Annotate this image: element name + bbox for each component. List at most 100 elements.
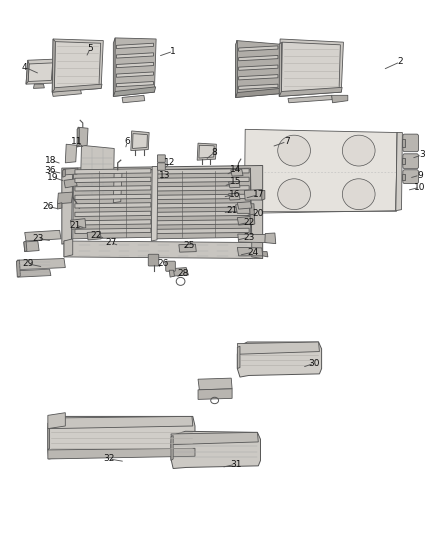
Polygon shape <box>239 84 278 90</box>
Polygon shape <box>117 43 153 49</box>
Polygon shape <box>80 146 114 198</box>
Polygon shape <box>57 203 62 209</box>
Text: 19: 19 <box>47 173 59 182</box>
Polygon shape <box>151 166 158 241</box>
Polygon shape <box>52 39 103 92</box>
Polygon shape <box>75 185 151 191</box>
Text: 23: 23 <box>243 233 254 242</box>
Ellipse shape <box>278 135 311 166</box>
Polygon shape <box>117 72 153 77</box>
Polygon shape <box>250 204 255 225</box>
Polygon shape <box>73 169 153 239</box>
Polygon shape <box>33 84 44 88</box>
Polygon shape <box>279 39 343 96</box>
Polygon shape <box>239 75 278 80</box>
Polygon shape <box>54 42 101 90</box>
Polygon shape <box>52 84 102 92</box>
Polygon shape <box>48 416 195 459</box>
Text: 24: 24 <box>247 248 259 257</box>
Polygon shape <box>252 241 263 259</box>
Polygon shape <box>63 169 65 177</box>
Polygon shape <box>155 220 249 225</box>
Polygon shape <box>238 234 267 243</box>
Polygon shape <box>113 169 122 203</box>
FancyBboxPatch shape <box>148 254 159 266</box>
FancyBboxPatch shape <box>157 155 165 163</box>
Polygon shape <box>75 194 151 199</box>
Polygon shape <box>75 177 151 182</box>
Ellipse shape <box>343 179 375 209</box>
Polygon shape <box>332 95 348 103</box>
Polygon shape <box>87 231 101 240</box>
Polygon shape <box>133 134 148 149</box>
Polygon shape <box>154 169 251 239</box>
Text: 23: 23 <box>32 234 43 243</box>
Polygon shape <box>117 62 153 68</box>
Text: 9: 9 <box>417 171 423 180</box>
Polygon shape <box>131 131 149 151</box>
Polygon shape <box>17 269 51 277</box>
Ellipse shape <box>278 179 311 209</box>
Polygon shape <box>403 174 405 180</box>
Polygon shape <box>48 448 195 459</box>
Text: 2: 2 <box>397 58 403 66</box>
Polygon shape <box>65 144 77 163</box>
Text: 14: 14 <box>230 165 241 174</box>
Text: 31: 31 <box>230 460 241 469</box>
Polygon shape <box>229 193 240 200</box>
FancyBboxPatch shape <box>403 169 419 183</box>
Text: 3: 3 <box>419 150 425 159</box>
Polygon shape <box>403 139 405 147</box>
Polygon shape <box>24 241 39 252</box>
Polygon shape <box>117 53 153 58</box>
Text: 29: 29 <box>22 260 33 268</box>
FancyBboxPatch shape <box>403 134 419 152</box>
Polygon shape <box>155 168 249 174</box>
Text: 22: 22 <box>90 231 102 240</box>
Text: 26: 26 <box>42 202 53 211</box>
Polygon shape <box>77 127 88 147</box>
Text: 11: 11 <box>71 137 83 146</box>
Polygon shape <box>122 95 145 103</box>
Polygon shape <box>265 233 276 244</box>
Polygon shape <box>288 95 332 103</box>
Polygon shape <box>279 87 342 96</box>
FancyBboxPatch shape <box>157 163 165 170</box>
Polygon shape <box>26 59 54 84</box>
Polygon shape <box>17 259 65 270</box>
Polygon shape <box>75 203 151 208</box>
Text: 25: 25 <box>184 241 195 250</box>
Polygon shape <box>403 158 405 165</box>
Polygon shape <box>64 239 73 257</box>
Polygon shape <box>155 194 249 199</box>
Polygon shape <box>282 42 340 94</box>
Polygon shape <box>113 38 115 96</box>
Polygon shape <box>244 130 397 213</box>
Polygon shape <box>237 346 240 368</box>
Text: 26: 26 <box>157 259 169 268</box>
Polygon shape <box>155 177 249 182</box>
Polygon shape <box>155 203 249 208</box>
Polygon shape <box>199 146 214 158</box>
Polygon shape <box>75 228 151 233</box>
Polygon shape <box>169 270 174 277</box>
Text: 32: 32 <box>103 455 115 463</box>
Polygon shape <box>28 63 53 82</box>
Polygon shape <box>57 192 73 204</box>
Polygon shape <box>75 168 151 174</box>
Polygon shape <box>229 181 240 188</box>
Polygon shape <box>48 422 49 450</box>
Text: 17: 17 <box>253 190 264 199</box>
Polygon shape <box>262 190 265 200</box>
Polygon shape <box>237 342 319 354</box>
Polygon shape <box>237 201 252 209</box>
Text: 27: 27 <box>105 238 117 247</box>
Polygon shape <box>75 211 151 216</box>
Text: 10: 10 <box>414 183 426 192</box>
Text: 22: 22 <box>243 218 254 227</box>
Polygon shape <box>62 165 263 244</box>
FancyBboxPatch shape <box>166 261 175 271</box>
Polygon shape <box>26 60 29 84</box>
Polygon shape <box>52 39 55 92</box>
Polygon shape <box>236 88 280 98</box>
